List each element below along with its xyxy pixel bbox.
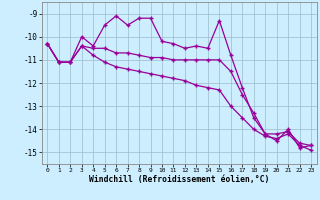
X-axis label: Windchill (Refroidissement éolien,°C): Windchill (Refroidissement éolien,°C)	[89, 175, 269, 184]
